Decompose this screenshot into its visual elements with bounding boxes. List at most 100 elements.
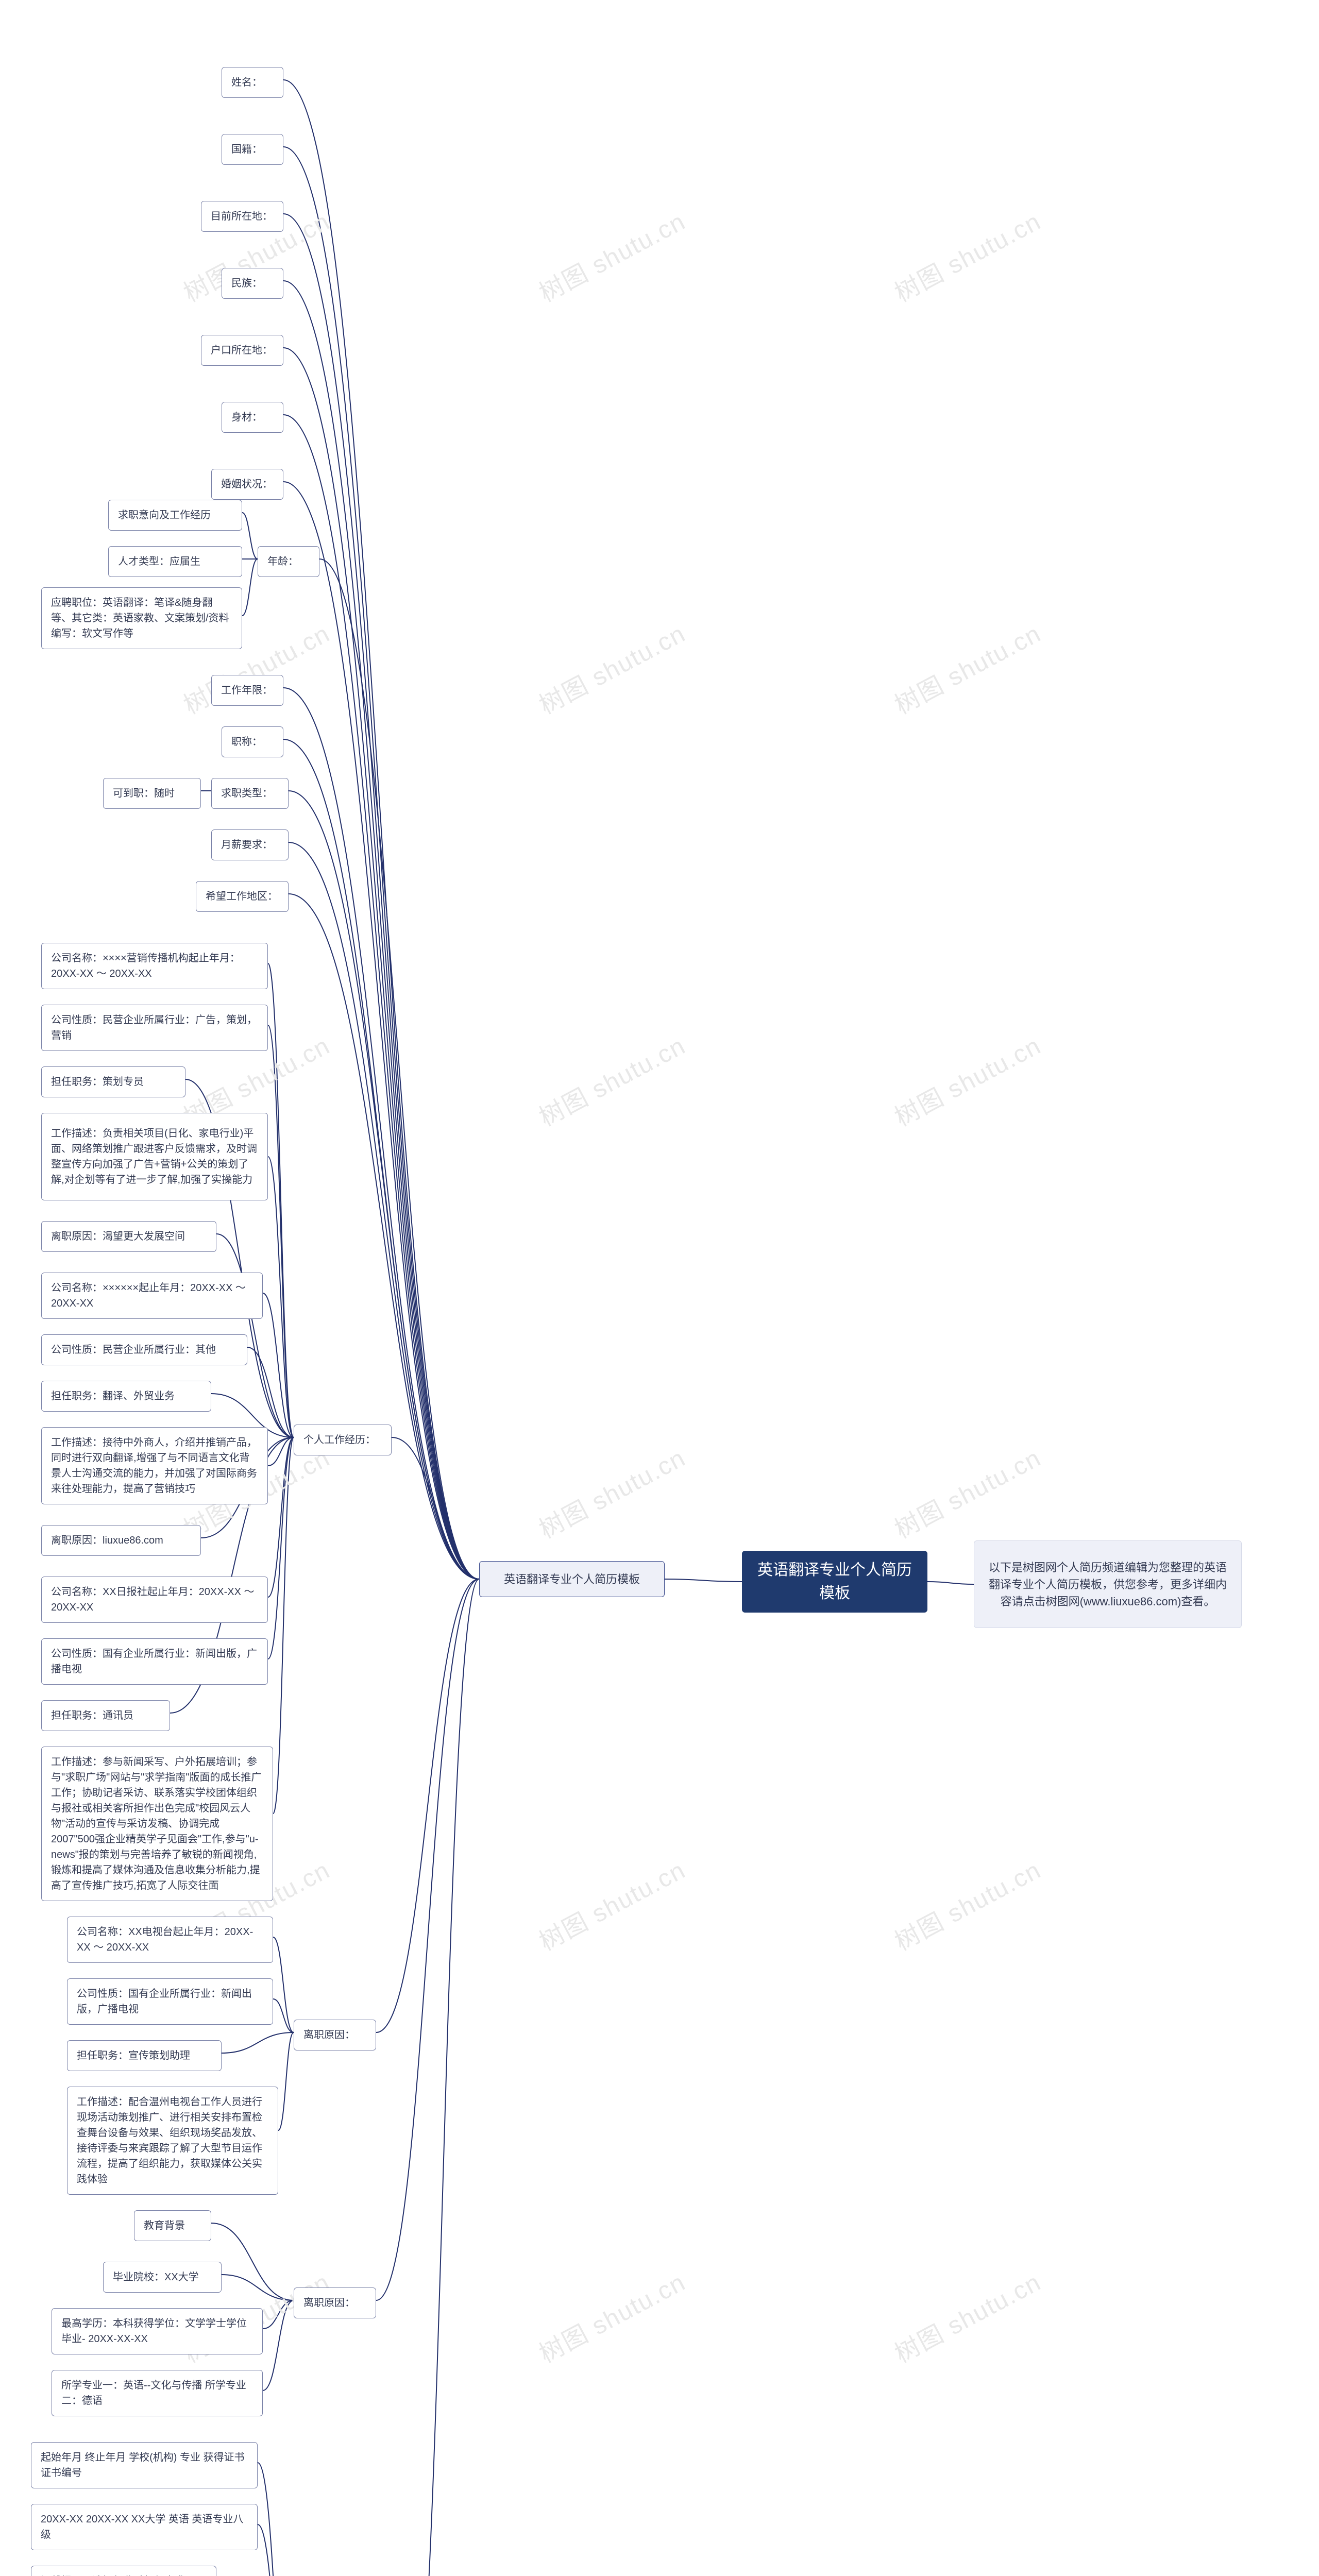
node-label: 20XX-XX 20XX-XX XX大学 英语 英语专业八级 — [41, 2512, 248, 2543]
node-f_jobtype[interactable]: 求职类型： — [211, 778, 289, 809]
node-label: 担任职务：宣传策划助理 — [77, 2048, 190, 2063]
node-label: 工作年限： — [221, 683, 273, 698]
watermark: 树图 shutu.cn — [532, 1026, 691, 1133]
node-l2_degree[interactable]: 最高学历：本科获得学位：文学学士学位 毕业- 20XX-XX-XX — [52, 2308, 263, 2354]
edge — [268, 1437, 294, 1466]
node-label: 公司性质：国有企业所属行业：新闻出版，广播电视 — [77, 1986, 263, 2017]
watermark: 树图 shutu.cn — [887, 1438, 1046, 1546]
edge — [376, 1579, 479, 2300]
node-e1[interactable]: 起始年月 终止年月 学校(机构) 专业 获得证书 证书编号 — [31, 2442, 258, 2488]
node-label: 最高学历：本科获得学位：文学学士学位 毕业- 20XX-XX-XX — [61, 2316, 253, 2347]
node-l1_post[interactable]: 担任职务：宣传策划助理 — [67, 2040, 222, 2071]
node-w3_desc[interactable]: 工作描述：参与新闻采写、户外拓展培训；参与"求职广场"网站与"求学指南"版面的成… — [41, 1747, 273, 1901]
node-f_marital[interactable]: 婚姻状况： — [211, 469, 283, 500]
edge — [268, 1025, 294, 1437]
edge — [289, 842, 479, 1579]
edge — [263, 2300, 294, 2329]
node-w1_leave[interactable]: 离职原因：渴望更大发展空间 — [41, 1221, 216, 1252]
edge — [211, 2223, 294, 2300]
mindmap-canvas: 树图 shutu.cn 树图 shutu.cn 树图 shutu.cn 树图 shut… — [0, 0, 1319, 2576]
node-l2_school[interactable]: 毕业院校：XX大学 — [103, 2262, 222, 2293]
node-label: 公司性质：民营企业所属行业：其他 — [51, 1342, 216, 1358]
node-label: 公司性质：民营企业所属行业：广告，策划，营销 — [51, 1012, 258, 1043]
node-root[interactable]: 英语翻译专业个人简历模板 — [742, 1551, 927, 1613]
edge — [273, 1999, 294, 2032]
node-label: 目前所在地： — [211, 209, 273, 224]
node-w1_nature[interactable]: 公司性质：民营企业所属行业：广告，策划，营销 — [41, 1005, 268, 1051]
node-f_age_3[interactable]: 应聘职位：英语翻译：笔译&随身翻等、其它类：英语家教、文案策划/资料编写：软文写… — [41, 587, 242, 649]
edge — [927, 1582, 974, 1584]
watermark: 树图 shutu.cn — [532, 614, 691, 721]
node-f_height[interactable]: 身材： — [222, 402, 283, 433]
edge — [283, 214, 479, 1579]
edge — [242, 559, 258, 616]
node-w3_name[interactable]: 公司名称：XX日报社起止年月：20XX-XX ～ 20XX-XX — [41, 1577, 268, 1623]
node-label: 公司名称：XX电视台起止年月：20XX-XX ～ 20XX-XX — [77, 1924, 263, 1955]
node-w2_leave[interactable]: 离职原因：liuxue86.com — [41, 1525, 201, 1556]
node-label: 工作描述：参与新闻采写、户外拓展培训；参与"求职广场"网站与"求学指南"版面的成… — [51, 1754, 263, 1893]
node-f_title2[interactable]: 职称： — [222, 726, 283, 757]
edge — [283, 415, 479, 1579]
edge — [222, 2275, 294, 2300]
node-label: 户口所在地： — [211, 343, 273, 358]
node-label: 所学专业一：英语--文化与传播 所学专业二：德语 — [61, 2378, 253, 2409]
node-e3[interactable]: 温馨提示：选好行业后如何去求职 — [31, 2566, 216, 2576]
node-b_title[interactable]: 英语翻译专业个人简历模板 — [479, 1561, 665, 1597]
edge — [247, 1347, 294, 1437]
edge — [283, 147, 479, 1579]
edge — [407, 1579, 479, 2576]
node-f_age[interactable]: 年龄： — [258, 546, 319, 577]
node-w3_nature[interactable]: 公司性质：国有企业所属行业：新闻出版，广播电视 — [41, 1638, 268, 1685]
node-w1_name[interactable]: 公司名称：××××营销传播机构起止年月：20XX-XX ～ 20XX-XX — [41, 943, 268, 989]
node-l1_nature[interactable]: 公司性质：国有企业所属行业：新闻出版，广播电视 — [67, 1978, 273, 2025]
node-w1_desc[interactable]: 工作描述：负责相关项目(日化、家电行业)平面、网络策划推广跟进客户反馈需求，及时… — [41, 1113, 268, 1200]
node-f_age_2[interactable]: 人才类型：应届生 — [108, 546, 242, 577]
node-f_leave1[interactable]: 离职原因： — [294, 2020, 376, 2050]
edge — [258, 2524, 294, 2576]
node-w1_post[interactable]: 担任职务：策划专员 — [41, 1066, 185, 1097]
node-label: 离职原因：渴望更大发展空间 — [51, 1229, 185, 1244]
node-w2_name[interactable]: 公司名称：××××××起止年月：20XX-XX ～ 20XX-XX — [41, 1273, 263, 1319]
edge — [258, 2463, 294, 2576]
node-f_jobtype_1[interactable]: 可到职：随时 — [103, 778, 201, 809]
edge — [273, 1937, 294, 2032]
node-f_age_1[interactable]: 求职意向及工作经历 — [108, 500, 242, 531]
node-l2_major[interactable]: 所学专业一：英语--文化与传播 所学专业二：德语 — [52, 2370, 263, 2416]
node-w2_nature[interactable]: 公司性质：民营企业所属行业：其他 — [41, 1334, 247, 1365]
node-f_salary[interactable]: 月薪要求： — [211, 829, 289, 860]
node-f_ethnic[interactable]: 民族： — [222, 268, 283, 299]
node-w2_desc[interactable]: 工作描述：接待中外商人，介绍并推销产品，同时进行双向翻译,增强了与不同语言文化背… — [41, 1427, 268, 1504]
node-label: 温馨提示：选好行业后如何去求职 — [41, 2573, 195, 2576]
watermark: 树图 shutu.cn — [532, 1850, 691, 1958]
node-label: 希望工作地区： — [206, 889, 278, 904]
node-label: 英语翻译专业个人简历模板 — [752, 1558, 918, 1605]
node-l1_desc[interactable]: 工作描述：配合温州电视台工作人员进行现场活动策划推广、进行相关安排布置检查舞台设… — [67, 2087, 278, 2195]
node-f_hopeloc[interactable]: 希望工作地区： — [196, 881, 289, 912]
node-label: 公司名称：××××××起止年月：20XX-XX ～ 20XX-XX — [51, 1280, 253, 1311]
node-w2_post[interactable]: 担任职务：翻译、外贸业务 — [41, 1381, 211, 1412]
node-f_location[interactable]: 目前所在地： — [201, 201, 283, 232]
node-label: 工作描述：接待中外商人，介绍并推销产品，同时进行双向翻译,增强了与不同语言文化背… — [51, 1435, 258, 1497]
node-w3_post[interactable]: 担任职务：通讯员 — [41, 1700, 170, 1731]
node-f_hukou[interactable]: 户口所在地： — [201, 335, 283, 366]
watermark: 树图 shutu.cn — [887, 1026, 1046, 1133]
node-l2_edu[interactable]: 教育背景 — [134, 2210, 211, 2241]
node-e2[interactable]: 20XX-XX 20XX-XX XX大学 英语 英语专业八级 — [31, 2504, 258, 2550]
node-label: 月薪要求： — [221, 837, 273, 853]
node-f_name[interactable]: 姓名： — [222, 67, 283, 98]
node-label: 姓名： — [231, 75, 262, 90]
watermark: 树图 shutu.cn — [532, 201, 691, 309]
edge — [268, 1437, 294, 1659]
edge — [242, 513, 258, 559]
node-label: 担任职务：策划专员 — [51, 1074, 144, 1090]
edge — [268, 1437, 294, 1597]
node-f_leave2[interactable]: 离职原因： — [294, 2287, 376, 2318]
node-f_nation[interactable]: 国籍： — [222, 134, 283, 165]
node-desc[interactable]: 以下是树图网个人简历频道编辑为您整理的英语翻译专业个人简历模板，供您参考，更多详… — [974, 1540, 1242, 1628]
node-f_workexp[interactable]: 个人工作经历： — [294, 1425, 392, 1455]
node-f_years[interactable]: 工作年限： — [211, 675, 283, 706]
edge — [263, 1293, 294, 1437]
node-l1_name[interactable]: 公司名称：XX电视台起止年月：20XX-XX ～ 20XX-XX — [67, 1917, 273, 1963]
edge — [283, 482, 479, 1579]
node-label: 离职原因： — [303, 2027, 355, 2043]
